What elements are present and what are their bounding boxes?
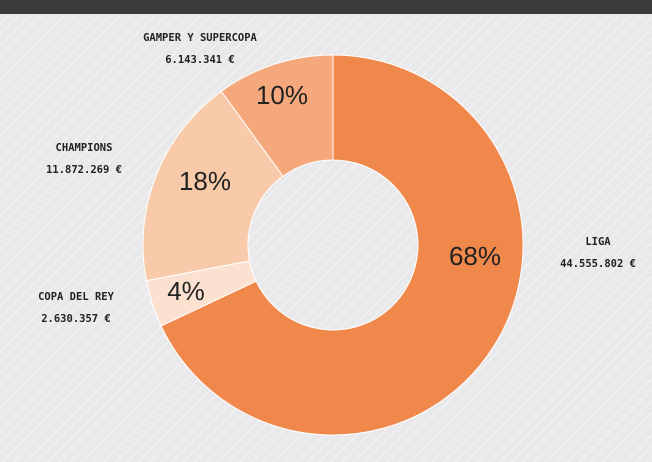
amount-label: 44.555.802 €: [560, 258, 636, 270]
amount-label: 2.630.357 €: [41, 313, 111, 325]
slice: [220, 54, 334, 177]
slice: [142, 90, 284, 282]
pct-label: 10%: [256, 80, 308, 110]
pct-label: 18%: [179, 166, 231, 196]
amount-label: 11.872.269 €: [46, 164, 122, 176]
header-band: [0, 0, 652, 14]
category-label: CHAMPIONS: [56, 142, 113, 154]
category-label: GAMPER Y SUPERCOPA: [143, 32, 257, 44]
amount-label: 6.143.341 €: [165, 54, 235, 66]
pct-label: 4%: [167, 276, 205, 306]
category-label: LIGA: [585, 236, 611, 248]
slice: [160, 54, 524, 436]
category-label: COPA DEL REY: [38, 291, 115, 303]
pct-label: 68%: [449, 241, 501, 271]
